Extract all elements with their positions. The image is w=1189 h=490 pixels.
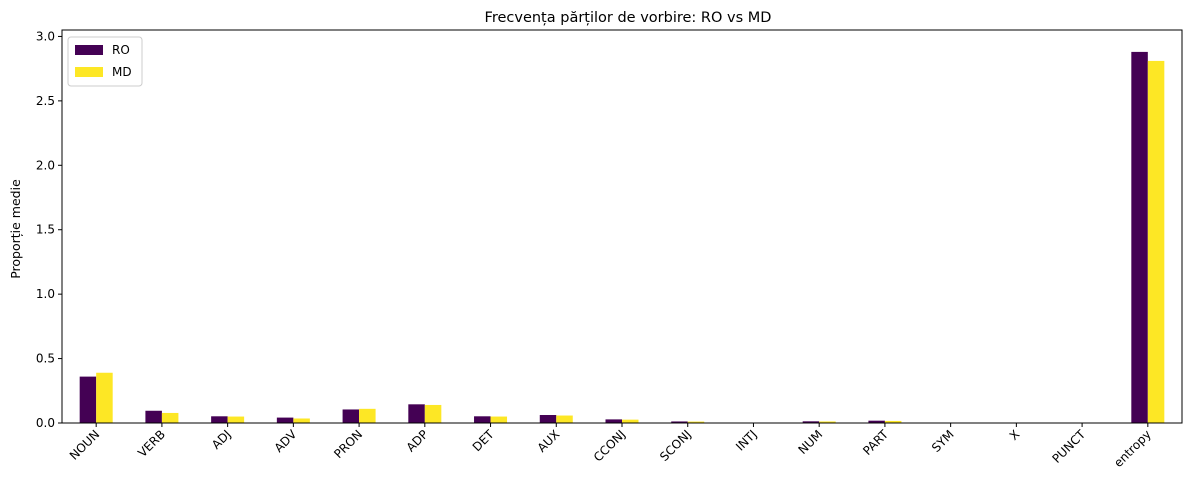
bar-md-num bbox=[819, 421, 836, 423]
x-tick-label-cconj: CCONJ bbox=[591, 427, 628, 464]
axes-group: 0.0 0.5 1.0 1.5 2.0 2.5 3.0 NOUN VERB ADJ ADV PRON A… bbox=[36, 29, 1183, 470]
x-tick-label-intj: INTJ bbox=[733, 427, 759, 453]
y-tick-label: 0.5 bbox=[36, 352, 55, 366]
bar-ro-entropy bbox=[1131, 51, 1148, 424]
x-tick-label-adj: ADJ bbox=[209, 427, 234, 452]
bar-md-adp bbox=[424, 404, 442, 423]
x-tick-label-sym: SYM bbox=[929, 427, 957, 455]
x-tick-label-entropy: entropy bbox=[1111, 427, 1154, 470]
bar-ro-part bbox=[868, 420, 885, 423]
y-axis-label: Proporție medie bbox=[8, 179, 23, 279]
legend: RO MD bbox=[67, 36, 143, 87]
bar-md-adj bbox=[227, 416, 245, 423]
bar-ro-adv bbox=[276, 417, 294, 423]
bar-ro-verb bbox=[145, 410, 162, 423]
bar-ro-adj bbox=[211, 416, 228, 423]
bar-ro-num bbox=[802, 421, 820, 423]
plot-frame bbox=[61, 29, 1183, 424]
x-tick-label-x: X bbox=[1007, 427, 1023, 443]
legend-swatch-ro bbox=[75, 45, 103, 55]
bar-ro-noun bbox=[79, 376, 97, 423]
legend-label-md: MD bbox=[112, 65, 132, 79]
bar-ro-sconj bbox=[671, 421, 688, 423]
legend-label-ro: RO bbox=[112, 43, 130, 57]
bar-md-part bbox=[884, 420, 902, 423]
x-tick-label-adv: ADV bbox=[272, 427, 300, 455]
y-tick-label: 3.0 bbox=[36, 29, 55, 43]
bar-ro-pron bbox=[342, 409, 360, 423]
y-tick-label: 2.5 bbox=[36, 94, 55, 108]
bar-ro-cconj bbox=[605, 419, 622, 423]
x-tick-label-punct: PUNCT bbox=[1050, 427, 1089, 466]
bar-md-det bbox=[490, 416, 508, 423]
bar-md-cconj bbox=[622, 419, 639, 423]
x-tick-label-verb: VERB bbox=[135, 427, 168, 460]
bar-md-noun bbox=[96, 372, 113, 423]
x-tick-label-det: DET bbox=[470, 427, 497, 454]
x-tick-label-part: PART bbox=[860, 427, 891, 458]
bar-ro-aux bbox=[539, 415, 557, 423]
x-tick-label-aux: AUX bbox=[535, 427, 563, 455]
y-tick-label: 1.5 bbox=[36, 223, 55, 237]
x-tick-label-noun: NOUN bbox=[67, 427, 102, 462]
y-tick-label: 0.0 bbox=[36, 416, 55, 430]
x-tick-label-sconj: SCONJ bbox=[657, 427, 694, 464]
bars-group bbox=[79, 51, 1165, 424]
y-tick-label: 2.0 bbox=[36, 158, 55, 172]
bar-md-aux bbox=[556, 415, 573, 423]
y-tick-label: 1.0 bbox=[36, 287, 55, 301]
x-tick-label-adp: ADP bbox=[404, 427, 431, 454]
legend-swatch-md bbox=[75, 67, 103, 77]
x-tick-label-num: NUM bbox=[796, 427, 826, 457]
bar-md-pron bbox=[359, 408, 376, 423]
bar-md-sconj bbox=[687, 421, 705, 423]
bar-ro-det bbox=[474, 416, 491, 423]
chart-title: Frecvența părților de vorbire: RO vs MD bbox=[485, 10, 772, 26]
bar-md-entropy bbox=[1147, 60, 1165, 424]
x-tick-label-pron: PRON bbox=[331, 427, 365, 461]
bar-md-verb bbox=[161, 412, 179, 423]
bar-ro-adp bbox=[408, 404, 425, 423]
bar-md-adv bbox=[293, 418, 310, 423]
